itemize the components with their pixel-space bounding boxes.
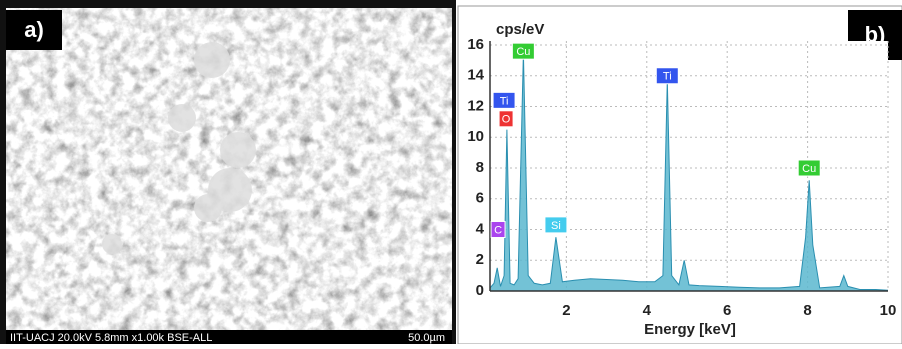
y-tick-label: 12 (467, 97, 484, 114)
y-axis-label: cps/eV (496, 21, 544, 38)
panel-label: a) (24, 17, 44, 42)
scale-label: 50.0µm (408, 332, 445, 344)
y-tick-label: 4 (476, 220, 485, 237)
caption-bar (6, 330, 452, 344)
element-label: Si (551, 220, 561, 232)
element-label: Cu (802, 163, 816, 175)
element-label: C (494, 224, 502, 236)
y-tick-label: 16 (467, 36, 484, 53)
y-tick-label: 10 (467, 128, 484, 145)
element-tag (544, 216, 568, 234)
label-box (6, 10, 62, 50)
x-tick-label: 4 (643, 302, 652, 319)
sem-caption: IIT-UACJ 20.0kV 5.8mm x1.00k BSE-ALL (10, 332, 212, 344)
x-tick-label: 2 (562, 302, 570, 319)
x-tick-label: 10 (880, 302, 897, 319)
plot-area (490, 41, 888, 291)
y-tick-label: 2 (476, 251, 484, 268)
y-tick-label: 8 (476, 159, 484, 176)
spectrum-line (489, 52, 889, 291)
spectrum-panel: cps/eV b) Energy [keV] 0 2 4 6 8 10 12 14 16 2 4 6 8… (457, 5, 902, 345)
y-tick-label: 6 (476, 190, 484, 207)
element-tag (490, 221, 506, 238)
sem-panel: a) IIT-UACJ 20.0kV 5.8mm x1.00k BSE-ALL … (0, 0, 456, 344)
y-tick-label: 0 (476, 282, 484, 299)
element-tag (511, 42, 535, 60)
x-tick-label: 6 (723, 302, 731, 319)
particle-clusters (102, 42, 256, 254)
element-label: Ti (500, 95, 509, 107)
y-tick-label: 14 (467, 67, 484, 84)
element-label: Ti (663, 71, 672, 83)
element-label: Cu (516, 46, 530, 58)
x-axis-label: Energy [keV] (644, 321, 736, 338)
element-tag (797, 159, 821, 177)
element-tag (492, 91, 516, 109)
element-tag (655, 67, 679, 85)
panel-label: b) (865, 22, 886, 47)
element-tag (498, 110, 514, 128)
x-tick-label: 8 (803, 302, 811, 319)
element-label: O (502, 114, 511, 126)
